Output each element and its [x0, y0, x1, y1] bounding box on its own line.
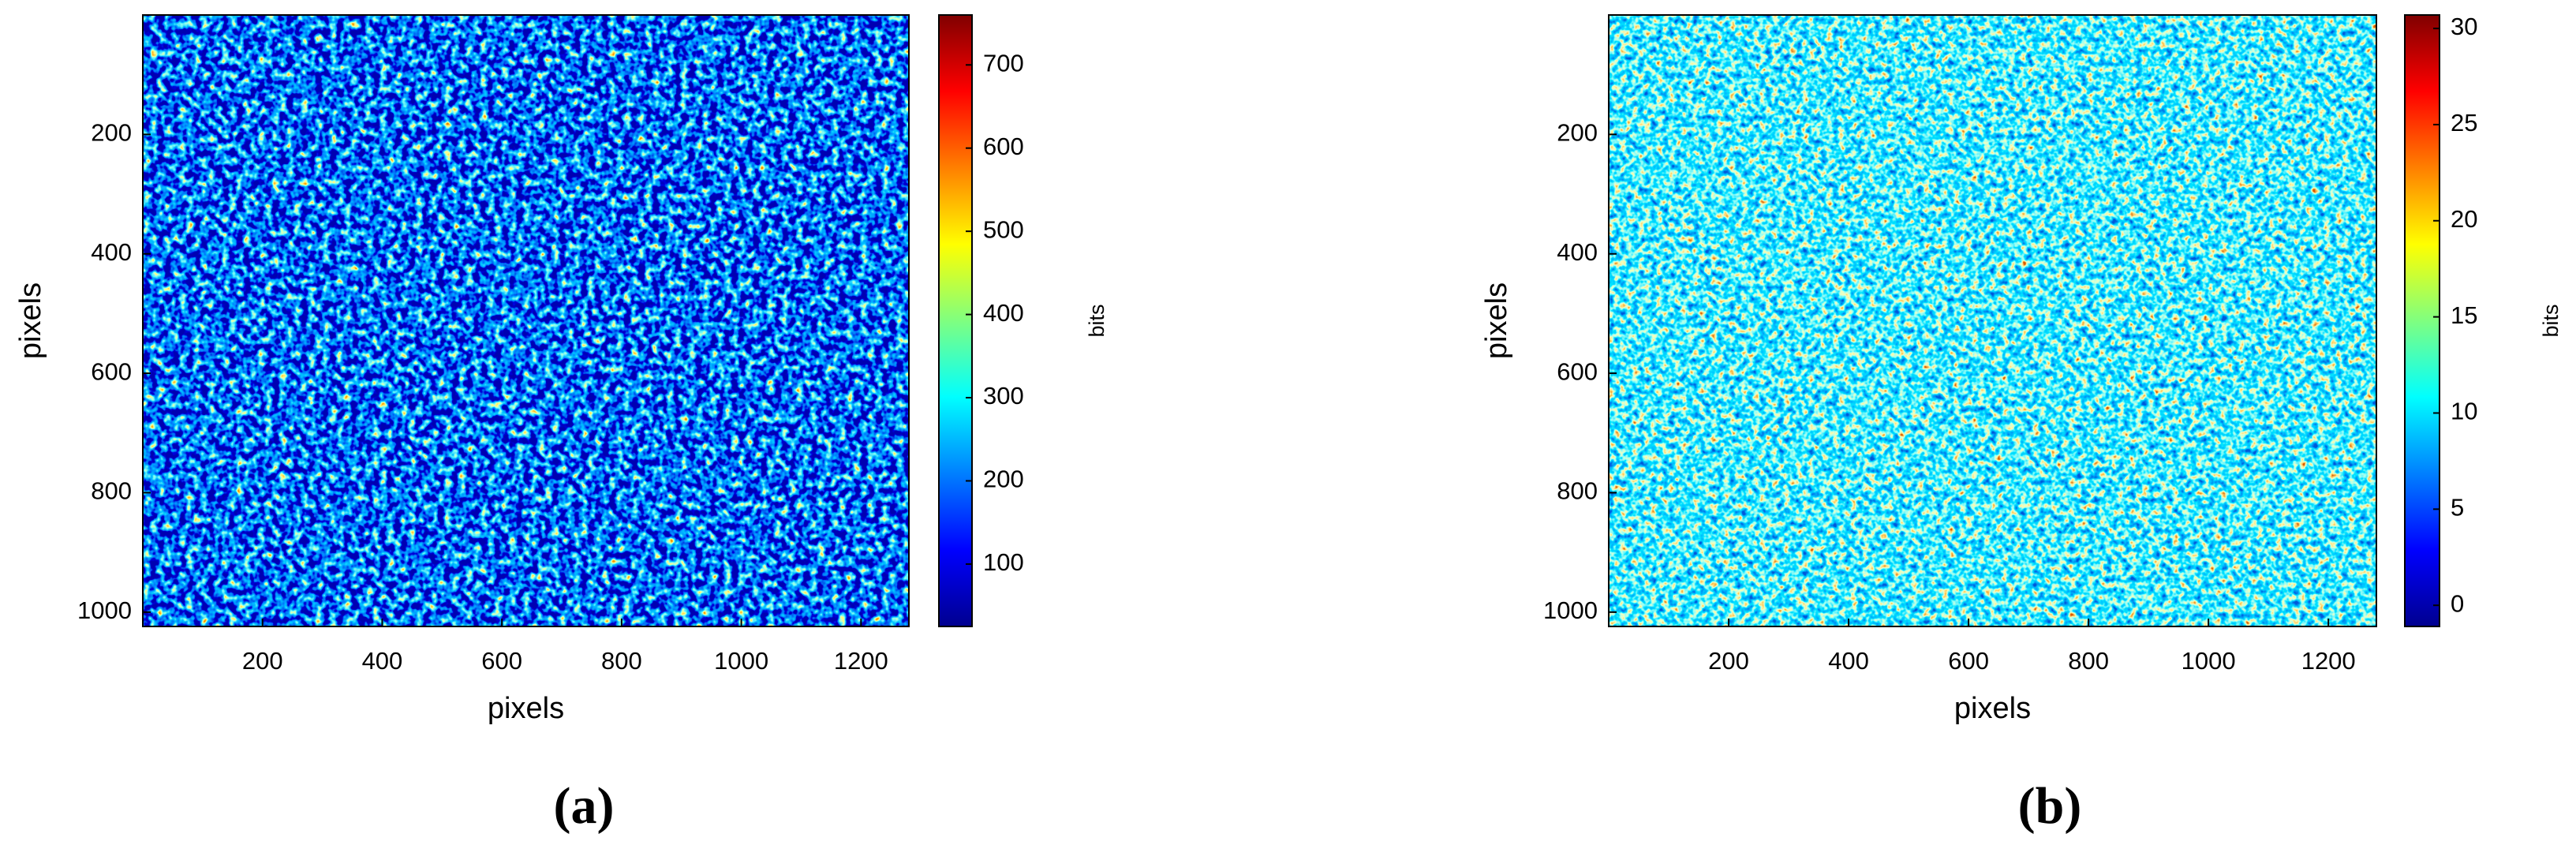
x-tick-label: 800: [2068, 647, 2109, 675]
axes-box: [142, 14, 910, 627]
colorbar-tick-label: 700: [983, 49, 1024, 77]
colorbar-tick-label: 15: [2451, 301, 2477, 329]
colorbar-tick-label: 5: [2451, 494, 2464, 522]
y-tick-label: 200: [91, 119, 132, 147]
x-tick-label: 200: [1708, 647, 1749, 675]
heatmap-speckle: [143, 15, 909, 626]
y-axis-label: pixels: [1480, 282, 1513, 359]
y-axis-label: pixels: [14, 282, 47, 359]
x-tick-label: 1000: [714, 647, 768, 675]
y-tick-label: 400: [1557, 238, 1598, 266]
x-axis-label: pixels: [488, 692, 564, 725]
colorbar-tick-label: 30: [2451, 13, 2477, 40]
colorbar-tick-label: 25: [2451, 109, 2477, 136]
x-tick-label: 1000: [2182, 647, 2236, 675]
y-tick-label: 200: [1557, 119, 1598, 147]
colorbar-tick-label: 200: [983, 466, 1024, 493]
x-tick-label: 1200: [2301, 647, 2356, 675]
x-tick-label: 600: [481, 647, 522, 675]
axes-box: [1608, 14, 2377, 627]
panel-caption: (a): [554, 777, 615, 835]
colorbar-tick-label: 500: [983, 215, 1024, 243]
x-tick-label: 600: [1948, 647, 1989, 675]
y-tick-label: 400: [91, 238, 132, 266]
colorbar-tick-label: 10: [2451, 398, 2477, 425]
colorbar-tick-label: 0: [2451, 589, 2464, 617]
x-tick-label: 800: [601, 647, 642, 675]
x-tick-label: 400: [362, 647, 403, 675]
y-tick-label: 600: [91, 357, 132, 385]
y-tick-label: 600: [1557, 357, 1598, 385]
colorbar-tick-label: 100: [983, 548, 1024, 576]
x-tick-label: 1200: [834, 647, 888, 675]
x-tick-label: 200: [242, 647, 283, 675]
x-tick-label: 400: [1828, 647, 1869, 675]
heatmap-speckle: [1609, 15, 2376, 626]
panel-caption: (b): [2018, 777, 2082, 835]
y-tick-label: 800: [1557, 477, 1598, 505]
colorbar-tick-label: 600: [983, 133, 1024, 160]
y-tick-label: 1000: [1543, 596, 1598, 624]
colorbar-label: bits: [2539, 304, 2563, 337]
colorbar-label: bits: [1085, 304, 1109, 337]
colorbar-tick-label: 20: [2451, 205, 2477, 233]
y-tick-label: 1000: [77, 596, 132, 624]
colorbar: [938, 14, 973, 627]
x-axis-label: pixels: [1954, 692, 2031, 725]
colorbar: [2404, 14, 2440, 627]
colorbar-tick-label: 400: [983, 299, 1024, 327]
y-tick-label: 800: [91, 477, 132, 505]
colorbar-tick-label: 300: [983, 382, 1024, 409]
